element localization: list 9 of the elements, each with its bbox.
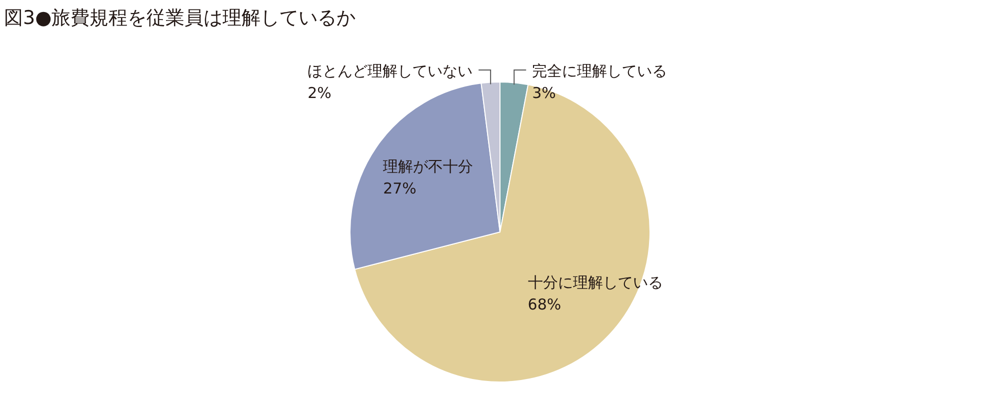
data-label: 68% xyxy=(528,296,562,314)
slice-label: ほとんど理解していない xyxy=(308,62,473,80)
slice-label: 完全に理解している xyxy=(532,62,668,80)
data-label: 27% xyxy=(383,180,416,198)
slice-label: 十分に理解している xyxy=(528,274,663,292)
chart-title: 図3●旅費規程を従業員は理解しているか xyxy=(4,7,356,29)
data-label: 3% xyxy=(532,84,556,102)
slice-label: 理解が不十分 xyxy=(383,158,474,176)
data-label: 2% xyxy=(308,84,332,102)
